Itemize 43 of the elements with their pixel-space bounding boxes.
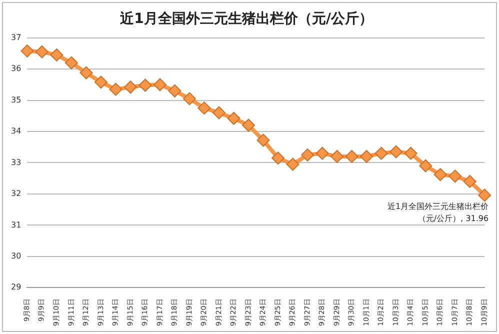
point xyxy=(124,80,137,94)
point xyxy=(286,158,300,171)
y-tick-label: 37 xyxy=(10,32,22,42)
y-tick-label: 33 xyxy=(10,158,22,167)
point xyxy=(242,118,256,132)
point xyxy=(419,159,432,172)
point xyxy=(390,145,403,158)
chart-title: 近1月全国外三元生猪出栏价（元/公斤） xyxy=(119,10,373,28)
point xyxy=(64,56,78,70)
point xyxy=(463,174,476,188)
point xyxy=(404,146,418,160)
point xyxy=(227,112,240,125)
point xyxy=(153,78,166,92)
point xyxy=(80,66,93,80)
point xyxy=(478,188,492,202)
point xyxy=(35,45,48,58)
point xyxy=(448,170,462,183)
point xyxy=(168,84,182,98)
y-tick-label: 32 xyxy=(10,189,22,198)
point xyxy=(301,148,314,162)
y-tick-label: 29 xyxy=(10,282,22,292)
point xyxy=(50,48,64,62)
annotation: 近1月全国外三元生猪出栏价（元/公斤）, 31.96 xyxy=(388,202,489,224)
point xyxy=(360,150,374,163)
point xyxy=(316,146,329,160)
point xyxy=(20,44,34,58)
point xyxy=(272,152,285,165)
point xyxy=(109,82,122,96)
point xyxy=(374,146,388,160)
point xyxy=(256,134,270,147)
y-tick-label: 31 xyxy=(10,220,22,230)
point xyxy=(198,102,211,115)
point xyxy=(330,150,344,163)
point xyxy=(345,150,358,163)
point xyxy=(94,76,108,89)
point xyxy=(434,168,447,182)
point xyxy=(212,106,226,120)
point xyxy=(138,78,152,92)
y-tick-label: 30 xyxy=(10,251,22,260)
point xyxy=(182,92,196,106)
y-tick-label: 36 xyxy=(10,64,22,74)
y-tick-label: 35 xyxy=(10,95,22,104)
y-tick-label: 34 xyxy=(10,126,22,136)
